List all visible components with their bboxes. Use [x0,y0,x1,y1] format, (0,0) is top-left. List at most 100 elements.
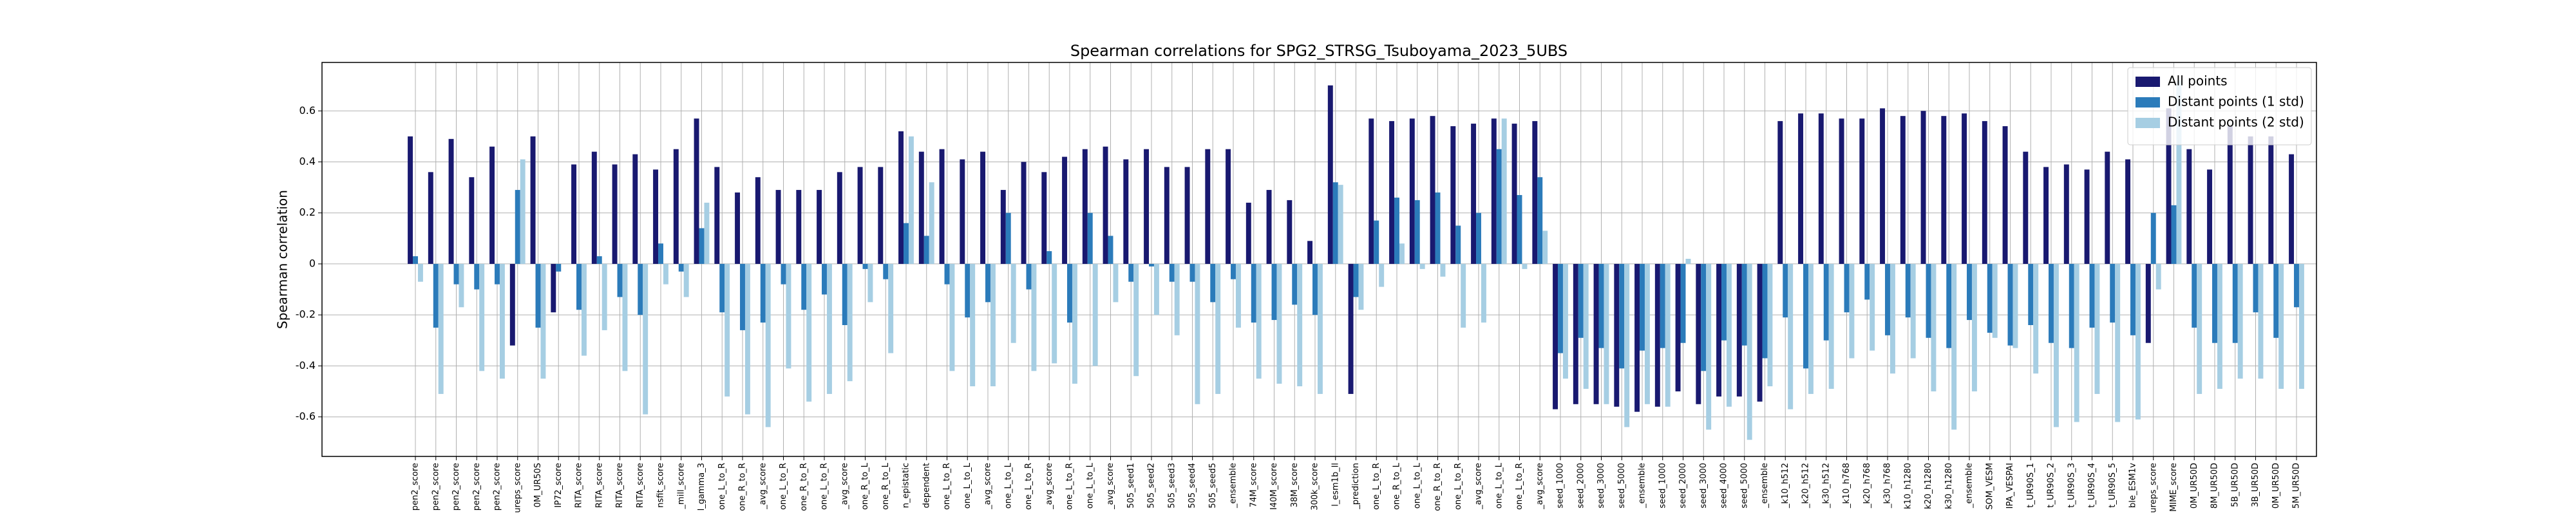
y-tick-label: 0.6 [299,104,316,117]
x-tick-label: one_L_to_L [1412,462,1422,509]
bar [1092,263,1098,366]
bar [1379,263,1385,287]
bar [740,263,745,330]
bar [1910,263,1916,359]
bar [1992,263,1998,338]
bar [1660,263,1665,348]
bar [1005,212,1011,264]
x-tick-label: 0M_UR50D [2271,463,2281,509]
x-tick-label: one_L_to_L [1085,462,1095,509]
y-tick-label: -0.4 [296,359,316,371]
x-tick-label: pen2_score [451,463,461,510]
bar [2217,263,2222,389]
bar [1624,263,1630,427]
x-tick-label: nsfit_score [656,463,666,508]
bar [1215,263,1221,394]
bar [1654,263,1660,407]
x-tick-label: RITA_score [636,463,645,508]
bar [1455,225,1461,264]
bar [2232,263,2238,343]
bar [1046,251,1052,264]
bar [1823,263,1829,341]
bar [1174,263,1180,335]
bar [479,263,485,371]
bar [1292,263,1298,305]
bar [1885,263,1890,335]
bar [1153,263,1159,315]
bar [1517,194,1522,264]
bar [622,263,628,371]
bar [1864,263,1870,300]
x-tick-label: k30_h1280 [1944,463,1954,509]
bar [1184,167,1190,264]
bar [438,263,444,394]
x-tick-label: one_L_to_R [820,463,829,510]
bar [1880,108,1886,264]
bar [433,263,439,328]
x-tick-label: one_R_to_R [738,463,748,511]
bar [1149,263,1154,267]
bar [1312,263,1318,315]
legend-swatch [2136,97,2160,108]
x-tick-label: seed_2000 [1576,463,1586,509]
x-tick-label: t_UR90S_4 [2087,463,2097,508]
x-tick-label: RITA_score [594,463,604,508]
x-tick-label: _k30_h768 [1883,463,1893,509]
bar [1108,236,1113,264]
x-tick-label: 74M_score [1249,463,1258,507]
x-tick-label: SOM_VESM [1985,463,1994,510]
x-tick-label: n_epistatic [902,463,911,508]
x-tick-label: seed_1000 [1658,463,1667,509]
x-tick-label: IP72_score [554,463,564,508]
x-tick-label: 0M_UR50D [2190,463,2199,509]
x-tick-label: _avg_score [1535,463,1545,510]
bar [2166,108,2172,264]
bar [2298,263,2304,389]
x-tick-label: pen2_score [431,463,440,510]
bar [1619,263,1625,369]
bar [2278,263,2284,389]
bar [898,131,904,264]
bar [1562,263,1568,379]
bar [1245,202,1251,264]
bar [417,263,423,282]
bar [842,263,848,325]
bar [1987,263,1993,333]
bar [556,263,562,272]
bar [1123,159,1129,264]
bar [1103,146,1108,264]
legend-swatch [2136,118,2160,128]
bar [1409,118,1415,264]
bar [2002,126,2008,264]
bar [1327,85,1333,264]
bar [1399,243,1405,264]
bar [1614,263,1620,407]
x-tick-label: _prediction [1351,463,1361,510]
bar [474,263,480,290]
bar [1982,121,1987,264]
bar [1762,263,1768,359]
x-tick-label: k20_h1280 [1924,463,1933,509]
x-tick-label: one_L_to_L [1494,462,1504,509]
x-tick-label: 8M_UR50D [2210,463,2220,509]
bar [760,263,766,323]
x-tick-label: pen2_score [472,463,482,510]
x-tick-label: t_UR90S_5 [2108,463,2117,508]
bar [980,151,986,264]
bar [1777,121,1783,264]
bar [1476,212,1481,264]
bar [806,263,812,402]
bar [1573,263,1578,404]
bar [1859,118,1865,264]
x-tick-label: _ensemble [1229,463,1238,509]
bar [551,263,556,313]
bar [1231,263,1236,279]
bar [413,256,418,264]
bar [2028,263,2034,325]
bar [1696,263,1701,404]
bar [796,190,802,264]
bar [2273,263,2279,338]
x-tick-label: k10_h1280 [1903,463,1913,509]
x-tick-label: one_L_to_R [942,463,952,510]
x-tick-label: 505_seed4 [1188,463,1197,509]
